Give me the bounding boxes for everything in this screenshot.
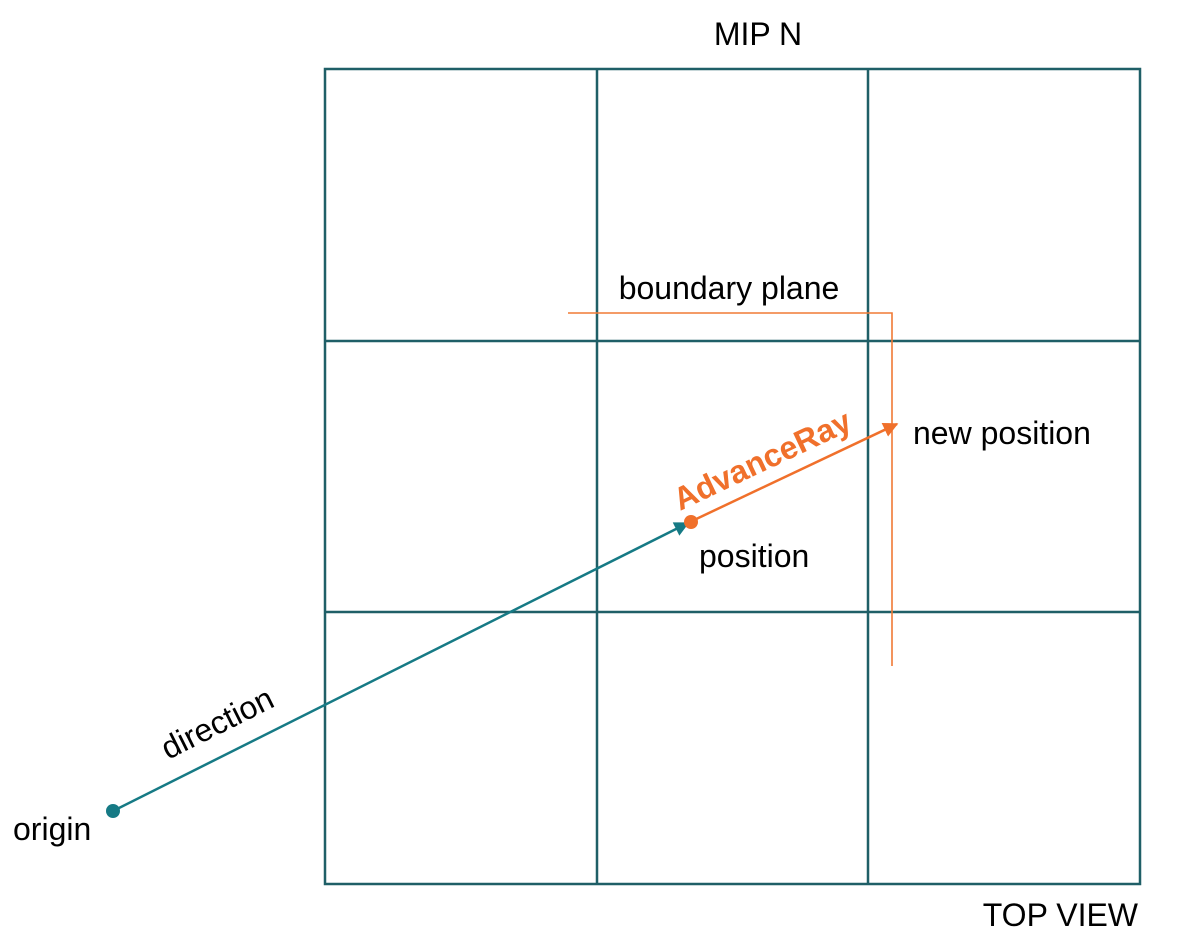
- advance-ray-arrow: [691, 422, 899, 523]
- new-position-label: new position: [913, 415, 1091, 451]
- position-label: position: [699, 538, 809, 574]
- boundary-plane-line: [568, 312, 893, 666]
- origin-point: [106, 804, 120, 818]
- position-point: [684, 515, 698, 529]
- boundary-plane-label: boundary plane: [619, 270, 840, 306]
- title-label: MIP N: [714, 16, 802, 52]
- direction-label: direction: [155, 680, 279, 766]
- advance-ray-label: AdvanceRay: [668, 403, 857, 518]
- origin-label: origin: [13, 811, 91, 847]
- grid-outer-border: [323, 67, 1142, 886]
- view-label: TOP VIEW: [983, 897, 1139, 933]
- cell-grid: [323, 67, 1142, 886]
- direction-ray: [112, 521, 690, 813]
